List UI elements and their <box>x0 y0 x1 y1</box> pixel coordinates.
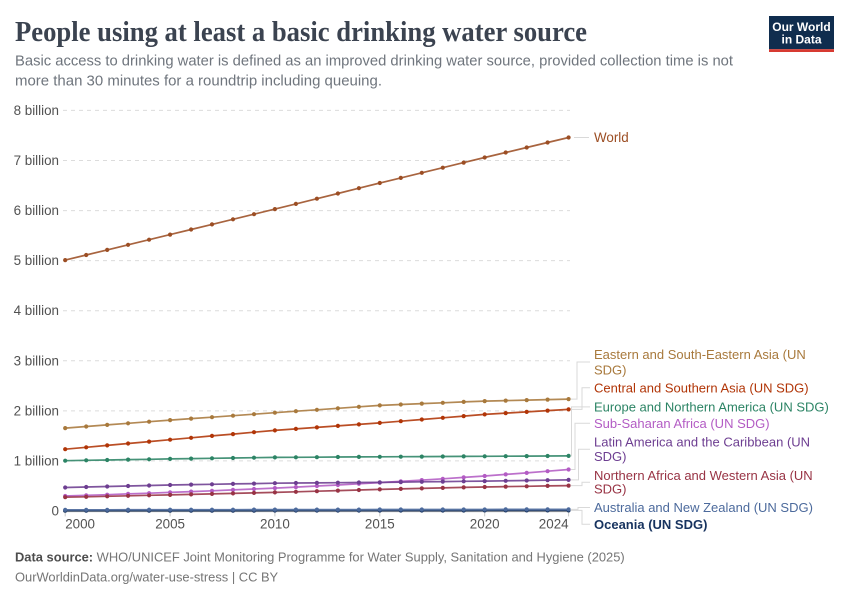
svg-text:2 billion: 2 billion <box>14 403 59 418</box>
svg-text:in Data: in Data <box>781 33 821 47</box>
svg-text:5 billion: 5 billion <box>14 253 59 268</box>
svg-text:3 billion: 3 billion <box>14 353 59 368</box>
svg-text:SDG): SDG) <box>594 449 627 464</box>
svg-text:Basic access to drinking water: Basic access to drinking water is define… <box>15 54 733 70</box>
svg-text:2005: 2005 <box>155 517 185 532</box>
svg-text:Central and Southern Asia (UN: Central and Southern Asia (UN SDG) <box>594 380 809 395</box>
svg-text:SDG): SDG) <box>594 362 627 377</box>
svg-text:Oceania (UN SDG): Oceania (UN SDG) <box>594 517 707 532</box>
svg-text:Eastern and South-Eastern Asia: Eastern and South-Eastern Asia (UN <box>594 347 806 362</box>
svg-text:2020: 2020 <box>470 517 500 532</box>
svg-text:2000: 2000 <box>65 517 95 532</box>
svg-text:2024: 2024 <box>539 517 569 532</box>
svg-text:People using at least a basic: People using at least a basic drinking w… <box>15 16 587 48</box>
svg-text:2010: 2010 <box>260 517 290 532</box>
svg-text:7 billion: 7 billion <box>14 153 59 168</box>
svg-text:8 billion: 8 billion <box>14 103 59 118</box>
svg-text:Australia and New Zealand (UN: Australia and New Zealand (UN SDG) <box>594 500 813 515</box>
svg-text:Europe and Northern America (U: Europe and Northern America (UN SDG) <box>594 400 829 415</box>
svg-text:OurWorldinData.org/water-use-s: OurWorldinData.org/water-use-stress | CC… <box>15 569 279 584</box>
svg-text:World: World <box>594 130 629 145</box>
svg-text:Data source: WHO/UNICEF Joint: Data source: WHO/UNICEF Joint Monitoring… <box>15 549 625 564</box>
svg-text:Our World: Our World <box>772 20 830 34</box>
svg-text:6 billion: 6 billion <box>14 203 59 218</box>
svg-text:4 billion: 4 billion <box>14 303 59 318</box>
svg-text:2015: 2015 <box>365 517 395 532</box>
svg-text:Northern Africa and Western As: Northern Africa and Western Asia (UN <box>594 468 813 483</box>
svg-text:SDG): SDG) <box>594 482 627 497</box>
svg-text:0: 0 <box>52 504 59 519</box>
svg-text:more than 30 minutes for a rou: more than 30 minutes for a roundtrip inc… <box>15 74 382 90</box>
svg-text:Sub-Saharan Africa (UN SDG): Sub-Saharan Africa (UN SDG) <box>594 416 770 431</box>
svg-text:Latin America and the Caribbea: Latin America and the Caribbean (UN <box>594 435 810 450</box>
svg-text:1 billion: 1 billion <box>14 453 59 468</box>
